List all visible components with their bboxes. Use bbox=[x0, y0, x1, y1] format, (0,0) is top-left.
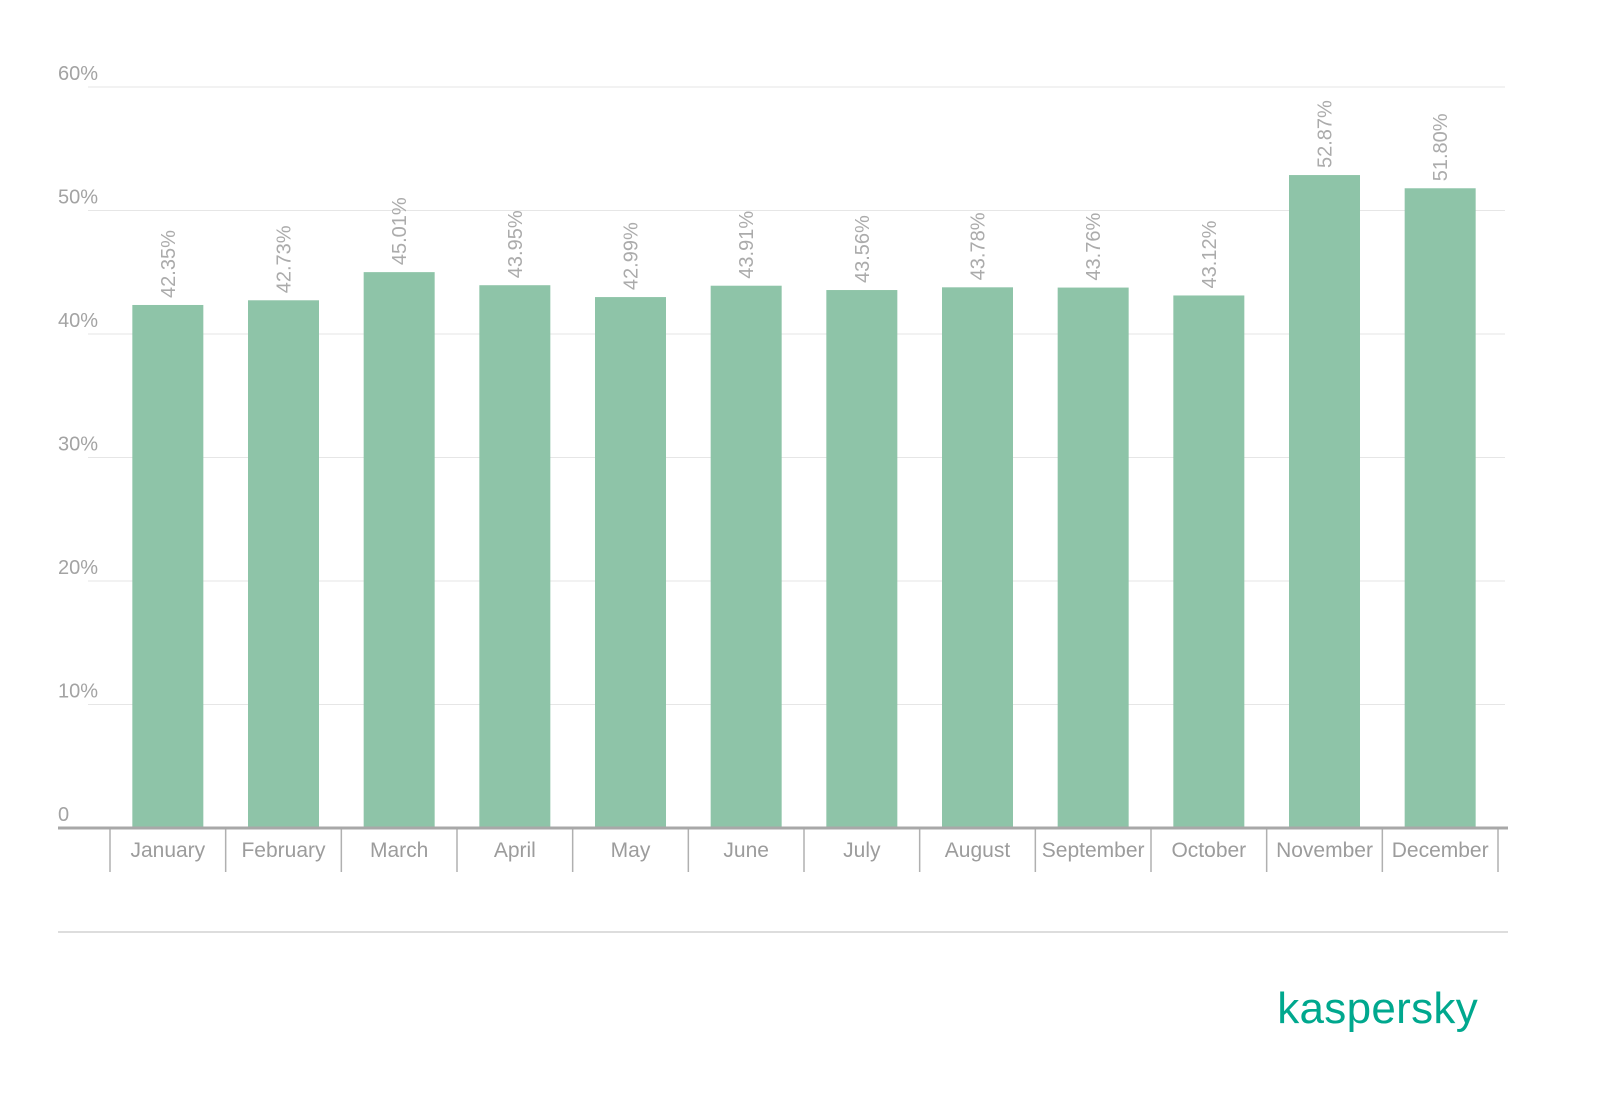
x-tick-label: January bbox=[130, 839, 205, 862]
x-tick-label: June bbox=[723, 839, 769, 862]
bar bbox=[363, 272, 435, 829]
x-axis-category-labels: January February March April May June July Augu… bbox=[130, 839, 1488, 862]
y-tick-label: 50% bbox=[58, 187, 98, 209]
bar bbox=[132, 304, 204, 828]
bar bbox=[1173, 295, 1245, 828]
data-label: 42.73% bbox=[274, 225, 296, 293]
x-axis bbox=[58, 826, 1508, 872]
y-axis-tick-labels: 0 10% 20% 30% 40% 50% 60% bbox=[58, 63, 98, 826]
bar bbox=[942, 287, 1013, 828]
data-label: 43.56% bbox=[852, 215, 874, 283]
y-tick-label: 40% bbox=[58, 310, 98, 332]
x-tick-label: February bbox=[241, 839, 326, 862]
data-label: 43.78% bbox=[968, 212, 990, 280]
kaspersky-logo: kaspersky bbox=[1277, 984, 1478, 1033]
y-tick-label: 10% bbox=[58, 681, 98, 703]
y-tick-label: 0 bbox=[58, 804, 69, 826]
x-tick-label: October bbox=[1171, 839, 1246, 862]
data-label: 51.80% bbox=[1430, 113, 1452, 181]
bar bbox=[826, 290, 898, 828]
bar bbox=[1057, 287, 1129, 829]
data-label: 42.99% bbox=[621, 222, 643, 290]
y-tick-label: 20% bbox=[58, 557, 98, 579]
data-label: 43.12% bbox=[1199, 220, 1221, 288]
x-tick-label: March bbox=[370, 839, 428, 862]
data-labels: 42.35% 42.73% 45.01% 43.95% 42.99% 43.91% 43.5… bbox=[158, 100, 1452, 298]
gridlines bbox=[88, 86, 1505, 705]
bar bbox=[710, 285, 782, 828]
y-tick-label: 30% bbox=[58, 434, 98, 456]
data-label: 52.87% bbox=[1315, 100, 1337, 168]
x-tick-label: September bbox=[1042, 839, 1145, 862]
bar bbox=[1404, 188, 1476, 828]
x-tick-label: August bbox=[945, 839, 1011, 862]
data-label: 45.01% bbox=[389, 197, 411, 265]
x-tick-label: November bbox=[1276, 839, 1373, 862]
bar bbox=[595, 297, 666, 828]
data-label: 43.76% bbox=[1083, 213, 1105, 281]
data-label: 43.95% bbox=[505, 210, 527, 278]
bar bbox=[248, 300, 319, 828]
bar bbox=[1289, 175, 1360, 829]
x-tick-label: May bbox=[611, 839, 651, 862]
data-label: 42.35% bbox=[158, 230, 180, 298]
bars bbox=[132, 175, 1476, 829]
data-label: 43.91% bbox=[736, 211, 758, 279]
x-tick-label: July bbox=[843, 839, 881, 862]
x-tick-label: April bbox=[494, 839, 536, 862]
bar bbox=[479, 285, 551, 828]
x-tick-label: December bbox=[1392, 839, 1489, 862]
y-tick-label: 60% bbox=[58, 63, 98, 85]
